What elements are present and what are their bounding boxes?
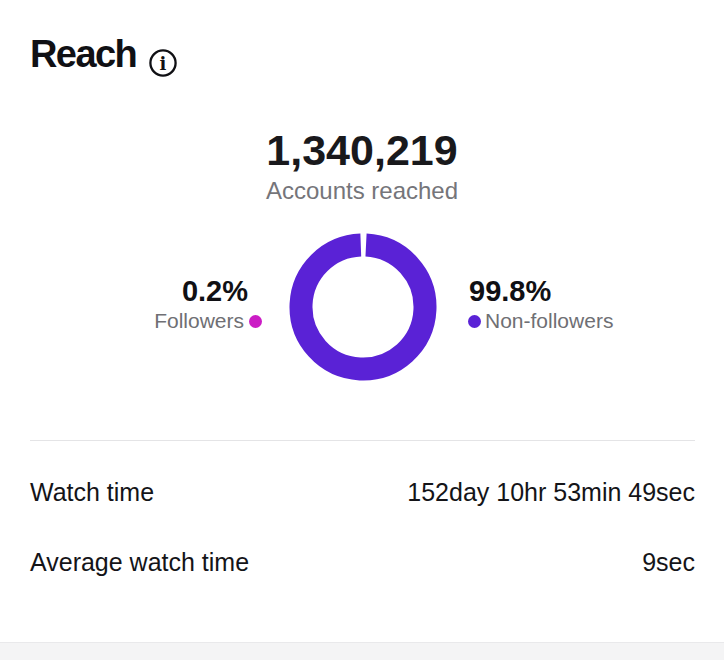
- non-followers-label: Non-followers: [485, 309, 613, 333]
- followers-percent: 0.2%: [140, 275, 290, 308]
- non-followers-legend: Non-followers: [468, 309, 613, 333]
- followers-legend: Followers: [154, 309, 262, 333]
- followers-dot-icon: [249, 315, 262, 328]
- non-followers-dot-icon: [468, 315, 481, 328]
- watch-time-value: 152day 10hr 53min 49sec: [407, 478, 695, 507]
- followers-label: Followers: [154, 309, 244, 333]
- average-watch-time-value: 9sec: [642, 548, 695, 577]
- svg-text:i: i: [160, 53, 167, 74]
- divider: [30, 440, 695, 441]
- reach-donut-chart: [288, 232, 438, 382]
- non-followers-percent: 99.8%: [469, 275, 551, 308]
- info-icon[interactable]: i: [149, 49, 177, 77]
- accounts-reached-label: Accounts reached: [0, 177, 724, 205]
- average-watch-time-label: Average watch time: [30, 548, 249, 577]
- next-section-edge: [0, 642, 724, 660]
- watch-time-label: Watch time: [30, 478, 154, 507]
- donut-segment-non-followers: [298, 242, 428, 372]
- accounts-reached-value: 1,340,219: [0, 126, 724, 175]
- page-title: Reach: [30, 33, 136, 76]
